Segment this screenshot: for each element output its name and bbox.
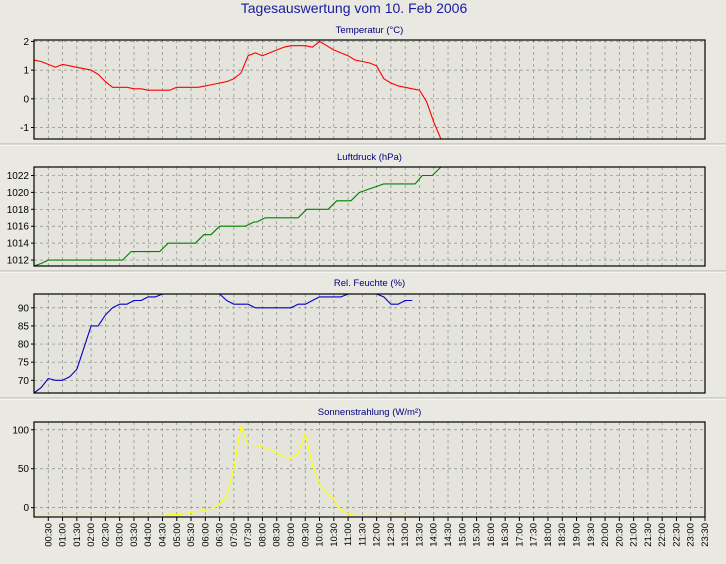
y-tick-label: 1020 bbox=[7, 188, 30, 199]
y-tick-label: 80 bbox=[18, 340, 30, 351]
plot-area bbox=[34, 167, 705, 266]
x-tick-label: 06:30 bbox=[215, 523, 226, 547]
chart-main-title: Tagesauswertung vom 10. Feb 2006 bbox=[241, 0, 468, 16]
x-tick-label: 20:00 bbox=[600, 523, 611, 547]
x-tick-label: 12:00 bbox=[372, 523, 383, 547]
x-tick-label: 17:30 bbox=[529, 523, 540, 547]
x-tick-label: 10:00 bbox=[315, 523, 326, 547]
x-tick-label: 16:30 bbox=[500, 523, 511, 547]
time-axis: 00:30 01:00 01:30 02:00 02:30 03:00 03:30 04:00… bbox=[43, 517, 711, 547]
chart-panels: Temperatur (°C) -1 0 1 2 Luftdruck (hPa) 1012 1… bbox=[0, 25, 726, 518]
y-tick-label: 1018 bbox=[7, 205, 30, 216]
x-tick-label: 11:30 bbox=[357, 523, 368, 546]
y-tick-label: 1016 bbox=[7, 222, 30, 233]
x-tick-label: 18:00 bbox=[543, 523, 554, 547]
y-tick-label: -1 bbox=[20, 123, 29, 134]
plot-frame bbox=[33, 421, 706, 518]
x-tick-label: 13:30 bbox=[414, 523, 425, 547]
x-tick-label: 23:00 bbox=[686, 523, 697, 547]
x-tick-label: 19:00 bbox=[572, 523, 583, 547]
x-tick-label: 09:30 bbox=[300, 523, 311, 547]
x-tick-label: 08:30 bbox=[272, 523, 283, 547]
plot-area bbox=[34, 422, 705, 517]
plot-frame bbox=[33, 293, 706, 394]
y-tick-label: 50 bbox=[18, 464, 30, 475]
x-tick-label: 01:30 bbox=[72, 523, 83, 547]
series-line bbox=[34, 425, 406, 516]
panel-title: Sonnenstrahlung (W/m²) bbox=[318, 407, 421, 418]
x-tick-label: 18:30 bbox=[557, 523, 568, 547]
x-tick-label: 08:00 bbox=[257, 523, 268, 547]
x-tick-label: 00:30 bbox=[43, 523, 54, 547]
x-tick-label: 12:30 bbox=[386, 523, 397, 547]
x-tick-label: 05:00 bbox=[172, 523, 183, 547]
x-tick-label: 03:30 bbox=[129, 523, 140, 547]
x-tick-label: 15:30 bbox=[472, 523, 483, 547]
chart-panel-3: Rel. Feuchte (%) 70 75 80 85 90 bbox=[0, 278, 726, 400]
plot-frame bbox=[33, 39, 706, 140]
plot-area bbox=[34, 40, 705, 139]
y-tick-label: 1014 bbox=[7, 239, 30, 250]
y-tick-label: 1012 bbox=[7, 256, 30, 267]
panel-title: Luftdruck (hPa) bbox=[337, 152, 402, 163]
chart-panel-2: Luftdruck (hPa) 1012 1014 1016 1018 1020 1022 bbox=[0, 152, 726, 273]
y-tick-label: 2 bbox=[23, 37, 29, 48]
y-tick-label: 90 bbox=[18, 303, 30, 314]
x-tick-label: 03:00 bbox=[115, 523, 126, 547]
x-tick-label: 04:30 bbox=[157, 523, 168, 547]
x-tick-label: 01:00 bbox=[58, 523, 69, 547]
x-tick-label: 07:30 bbox=[243, 523, 254, 547]
series-line bbox=[33, 166, 442, 267]
y-tick-label: 0 bbox=[23, 503, 29, 514]
x-tick-label: 10:30 bbox=[329, 523, 340, 547]
x-tick-label: 21:00 bbox=[629, 523, 640, 547]
x-tick-label: 16:00 bbox=[486, 523, 497, 547]
x-tick-label: 22:00 bbox=[657, 523, 668, 547]
x-tick-label: 13:00 bbox=[400, 523, 411, 547]
plot-frame bbox=[33, 166, 706, 267]
chart-panel-4: Sonnenstrahlung (W/m²) 0 50 100 bbox=[12, 407, 706, 518]
y-tick-label: 1022 bbox=[7, 171, 30, 182]
chart-panel-1: Temperatur (°C) -1 0 1 2 bbox=[0, 25, 726, 146]
x-tick-label: 14:00 bbox=[429, 523, 440, 547]
x-tick-label: 21:30 bbox=[643, 523, 654, 547]
plot-area bbox=[34, 294, 705, 393]
x-tick-label: 11:00 bbox=[343, 523, 354, 546]
x-tick-label: 20:30 bbox=[614, 523, 625, 547]
y-tick-label: 0 bbox=[23, 94, 29, 105]
x-tick-label: 22:30 bbox=[671, 523, 682, 547]
y-tick-label: 1 bbox=[23, 66, 29, 77]
x-tick-label: 04:00 bbox=[143, 523, 154, 547]
x-tick-label: 06:00 bbox=[200, 523, 211, 547]
y-tick-label: 70 bbox=[18, 376, 30, 387]
x-tick-label: 07:00 bbox=[229, 523, 240, 547]
x-tick-label: 02:30 bbox=[100, 523, 111, 547]
panel-title: Temperatur (°C) bbox=[336, 25, 404, 36]
x-tick-label: 23:30 bbox=[700, 523, 711, 547]
x-tick-label: 05:30 bbox=[186, 523, 197, 547]
x-tick-label: 15:00 bbox=[457, 523, 468, 547]
x-tick-label: 17:00 bbox=[514, 523, 525, 547]
y-tick-label: 85 bbox=[18, 321, 30, 332]
x-tick-label: 02:00 bbox=[86, 523, 97, 547]
series-line bbox=[33, 40, 442, 140]
x-tick-label: 19:30 bbox=[586, 523, 597, 547]
panel-title: Rel. Feuchte (%) bbox=[334, 278, 405, 289]
x-tick-label: 09:00 bbox=[286, 523, 297, 547]
y-tick-label: 75 bbox=[18, 358, 30, 369]
x-tick-label: 14:30 bbox=[443, 523, 454, 547]
y-tick-label: 100 bbox=[12, 425, 29, 436]
